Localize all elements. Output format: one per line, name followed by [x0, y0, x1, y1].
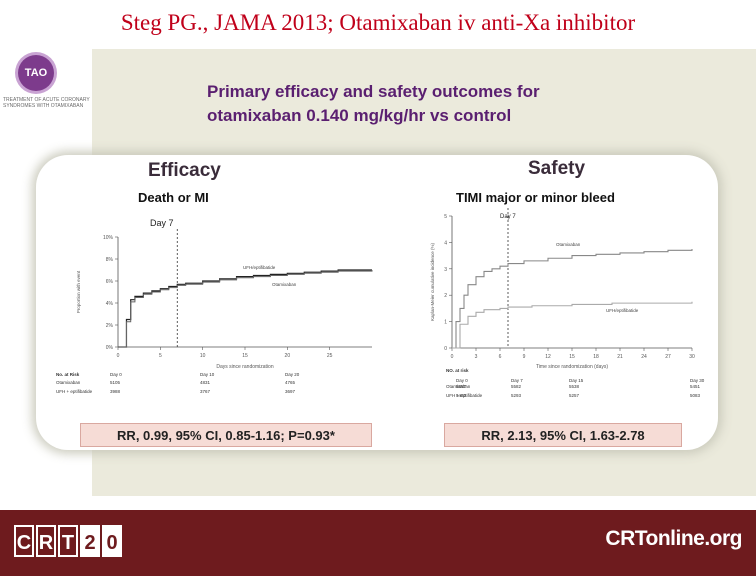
y-tick-label: 2%: [106, 323, 114, 329]
series-line: [452, 301, 693, 349]
content-panel: [36, 155, 718, 450]
x-tick-label: 5: [159, 353, 162, 359]
risk-table-row-label: UFH + eptifibatide: [56, 389, 93, 394]
risk-table-row-label: Otamixaban: [56, 380, 81, 385]
y-tick-label: 5: [444, 214, 447, 220]
x-tick-label: 30: [689, 354, 695, 360]
risk-table-column: Day 20: [285, 372, 300, 377]
risk-table-column: Day 15: [569, 378, 584, 383]
y-tick-label: 6%: [106, 279, 114, 285]
x-tick-label: 27: [665, 354, 671, 360]
risk-table-value: 3767: [200, 389, 211, 394]
risk-table-value: 5083: [690, 393, 701, 398]
y-axis-label: Proportion with event: [76, 270, 81, 313]
x-tick-label: 10: [200, 353, 206, 359]
y-tick-label: 4: [444, 240, 447, 246]
risk-table-value: 3988: [110, 389, 121, 394]
x-tick-label: 15: [569, 354, 575, 360]
tao-logo: TAO: [18, 55, 54, 91]
x-tick-label: 20: [285, 353, 291, 359]
heading-line-2: otamixaban 0.140 mg/kg/hr vs control: [207, 106, 512, 125]
y-tick-label: 0: [444, 346, 447, 352]
risk-table-value: 5538: [569, 384, 580, 389]
heading-line-1: Primary efficacy and safety outcomes for: [207, 82, 540, 101]
slide-title: Steg PG., JAMA 2013; Otamixaban iv anti-…: [120, 10, 636, 35]
risk-table-header: NO. at risk: [446, 368, 469, 373]
safety-header: Safety: [528, 158, 586, 179]
x-tick-label: 6: [499, 354, 502, 360]
x-tick-label: 25: [327, 353, 333, 359]
x-tick-label: 15: [242, 353, 248, 359]
y-tick-label: 2: [444, 293, 447, 299]
risk-table-column: Day 0: [456, 378, 468, 383]
y-axis-label: Kaplan-Meier cumulative incidence (%): [430, 242, 435, 321]
crt-letter: T: [58, 525, 78, 557]
x-tick-label: 0: [117, 353, 120, 359]
risk-table-value: 5257: [569, 393, 580, 398]
y-tick-label: 4%: [106, 301, 114, 307]
series-label: Otamixaban: [272, 282, 297, 287]
x-tick-label: 0: [451, 354, 454, 360]
x-axis-label: Time since randomization (days): [536, 364, 608, 370]
crt-letter: R: [36, 525, 56, 557]
x-tick-label: 24: [641, 354, 647, 360]
crt-letter: 2: [80, 525, 100, 557]
series-label: UFH/eptifibatide: [606, 308, 639, 313]
y-tick-label: 1: [444, 320, 447, 326]
y-tick-label: 3: [444, 267, 447, 273]
risk-table-value: 4831: [200, 380, 211, 385]
risk-table-column: Day 30: [690, 378, 705, 383]
risk-table-value: 5857: [456, 384, 467, 389]
risk-table-column: Day 7: [511, 378, 523, 383]
crt-letter: 0: [102, 525, 122, 557]
slide-heading: Primary efficacy and safety outcomes for…: [207, 80, 540, 128]
risk-table-value: 5105: [110, 380, 121, 385]
risk-table-row-label: UFH + eptifibatide: [446, 393, 483, 398]
risk-table-value: 3697: [285, 389, 296, 394]
y-tick-label: 10%: [103, 235, 114, 241]
logo-subtitle: TREATMENT OF ACUTE CORONARY SYNDROMES WI…: [3, 97, 90, 109]
crtonline-logo[interactable]: CRTonline.org: [605, 527, 742, 550]
risk-table-column: Day 0: [110, 372, 122, 377]
series-line: [118, 270, 373, 348]
risk-table-value: 5403: [456, 393, 467, 398]
y-tick-label: 8%: [106, 257, 114, 263]
risk-table-header: No. at Risk: [56, 372, 80, 377]
day-7-marker-label: Day 7: [150, 218, 174, 228]
series-label: UFH/eptifibatide: [243, 265, 276, 270]
series-line: [118, 269, 372, 348]
risk-table-value: 4765: [285, 380, 296, 385]
risk-table-column: Day 10: [200, 372, 215, 377]
crt20-logo: C R T 2 0: [14, 525, 122, 557]
efficacy-rr-box: RR, 0.99, 95% CI, 0.85-1.16; P=0.93*: [80, 423, 372, 447]
efficacy-header: Efficacy: [148, 160, 221, 181]
safety-subheader: TIMI major or minor bleed: [456, 190, 615, 205]
footer-bar: [0, 510, 756, 576]
crt-letter: C: [14, 525, 34, 557]
x-tick-label: 3: [475, 354, 478, 360]
safety-rr-box: RR, 2.13, 95% CI, 1.63-2.78: [444, 423, 682, 447]
efficacy-chart: 0% 2% 4% 6% 8% 10% 0 5 10 15 20 25 Days since random…: [56, 218, 373, 394]
x-tick-label: 18: [593, 354, 599, 360]
risk-table-value: 5293: [511, 393, 522, 398]
risk-table-value: 5582: [511, 384, 522, 389]
x-tick-label: 12: [545, 354, 551, 360]
day-7-marker-label: Day 7: [500, 214, 516, 220]
risk-table-row-label: Otamixaban: [446, 384, 471, 389]
risk-table-value: 5451: [690, 384, 701, 389]
series-label: Otamixaban: [556, 242, 581, 247]
x-axis-label: Days since randomization: [216, 364, 273, 370]
series-line: [452, 249, 693, 349]
x-tick-label: 9: [523, 354, 526, 360]
y-tick-label: 0%: [106, 345, 114, 351]
efficacy-subheader: Death or MI: [138, 190, 209, 205]
x-tick-label: 21: [617, 354, 623, 360]
